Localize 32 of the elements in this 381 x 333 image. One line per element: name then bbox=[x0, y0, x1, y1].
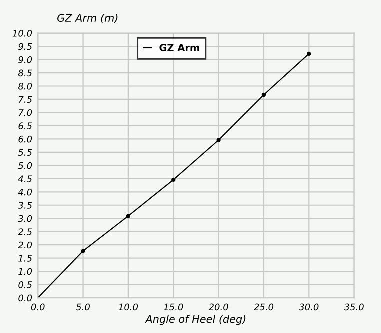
y-tick-label: 0.5 bbox=[18, 282, 32, 288]
y-tick-label: 2.5 bbox=[18, 228, 32, 236]
y-tick-label: 4.5 bbox=[18, 176, 32, 182]
y-tick-label: 8.5 bbox=[18, 70, 32, 77]
x-tick-label: 15.0 bbox=[164, 304, 184, 311]
y-tick-label: 5.5 bbox=[18, 149, 32, 156]
x-tick-label: 35.0 bbox=[344, 304, 364, 311]
x-tick-label: 0.0 bbox=[31, 304, 45, 311]
y-tick-label: 7.0 bbox=[19, 109, 32, 116]
x-tick-label: 20.0 bbox=[208, 304, 228, 311]
y-tick-label: 9.5 bbox=[18, 43, 32, 50]
y-tick-label: 0.0 bbox=[18, 294, 32, 302]
y-tick-label: 10.0 bbox=[12, 30, 32, 37]
x-axis-title: Angle of Heel (deg) bbox=[145, 315, 246, 326]
y-tick-label: 6.0 bbox=[18, 136, 32, 143]
y-tick-label: 2.0 bbox=[18, 242, 32, 249]
x-tick-label: 5.0 bbox=[76, 304, 90, 311]
y-tick-label: 3.5 bbox=[18, 202, 32, 209]
y-tick-label: 5.0 bbox=[18, 162, 32, 170]
y-axis-title: GZ Arm (m) bbox=[58, 14, 118, 24]
y-tick-label: 3.0 bbox=[18, 215, 32, 222]
y-tick-label: 4.0 bbox=[18, 188, 32, 196]
x-tick-label: 10.0 bbox=[118, 304, 138, 311]
y-tick-label: 7.5 bbox=[19, 96, 32, 104]
y-tick-label: 1.5 bbox=[18, 255, 32, 262]
legend-label: GZ Arm bbox=[160, 44, 200, 52]
y-tick-label: 8.0 bbox=[18, 82, 32, 90]
y-tick-label: 6.5 bbox=[18, 122, 32, 130]
y-tick-label: 1.0 bbox=[18, 268, 32, 276]
x-tick-label: 25.0 bbox=[254, 304, 274, 311]
x-tick-label: 30.0 bbox=[299, 304, 319, 311]
y-tick-label: 9.0 bbox=[18, 56, 32, 64]
